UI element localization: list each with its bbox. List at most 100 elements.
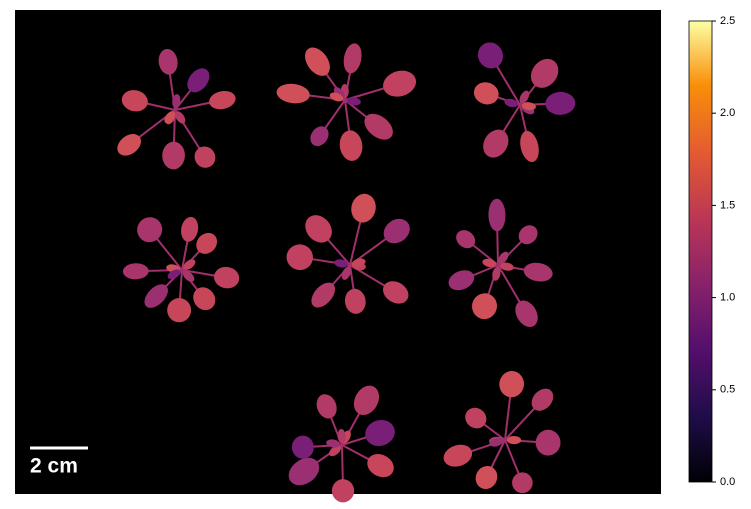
leaf (193, 287, 216, 311)
petiole (341, 444, 374, 463)
leaf (304, 47, 330, 76)
colorbar-tick-label: 1.0 (720, 292, 735, 304)
inner-leaf (341, 266, 352, 280)
leaf (209, 91, 236, 110)
leaf (353, 385, 380, 416)
leaf (499, 371, 524, 398)
leaf (286, 244, 313, 271)
leaf (316, 394, 337, 419)
leaf (531, 388, 554, 411)
leaf (367, 454, 394, 478)
inner-leaf (183, 259, 196, 270)
leaf (117, 134, 141, 156)
petiole (341, 444, 344, 484)
inner-leaf (329, 445, 342, 457)
leaf (187, 68, 210, 93)
leaf (443, 444, 473, 467)
leaf (331, 479, 355, 503)
petiole (142, 101, 176, 111)
petiole (480, 421, 506, 441)
leaf (383, 218, 410, 244)
inner-leaf (334, 259, 349, 268)
petiole (488, 439, 506, 472)
leaf (144, 284, 168, 308)
leaf (351, 193, 376, 223)
leaf (305, 215, 332, 243)
colorbar-tick-label: 2.5 (720, 15, 735, 27)
leaf (137, 217, 163, 243)
colorbar-tick-label: 2.0 (720, 107, 735, 119)
leaf (364, 113, 393, 140)
leaf (310, 126, 329, 147)
leaf (214, 266, 240, 289)
inner-leaf (164, 111, 175, 124)
inner-leaf (498, 251, 509, 264)
inner-leaf (174, 111, 186, 124)
leaf (523, 262, 553, 282)
leaf (196, 232, 218, 254)
leaf (288, 457, 320, 486)
petiole (181, 236, 190, 271)
petiole (493, 61, 521, 106)
inner-leaf (492, 266, 501, 281)
leaf (515, 300, 538, 327)
inner-leaf (482, 258, 497, 268)
leaf (339, 130, 363, 161)
leaf (473, 82, 499, 105)
inner-leaf (172, 94, 181, 109)
leaf (167, 298, 192, 323)
inner-leaf (506, 436, 521, 445)
inner-leaf (351, 258, 366, 267)
leaf (162, 141, 185, 170)
leaf (122, 263, 149, 280)
inner-leaf (521, 102, 536, 111)
leaf (475, 465, 498, 489)
petiole (496, 224, 499, 266)
inner-leaf (504, 98, 519, 108)
leaf (448, 270, 475, 291)
petiole (322, 99, 346, 132)
leaf (121, 90, 148, 112)
leaf (383, 281, 409, 304)
petiole (174, 100, 215, 111)
leaf (520, 130, 539, 163)
inner-leaf (326, 439, 341, 448)
inner-leaf (519, 90, 530, 104)
leaf (535, 429, 561, 456)
leaf (194, 146, 216, 168)
inner-leaf (346, 97, 361, 106)
leaf (365, 419, 395, 447)
petiole (344, 99, 351, 137)
leaf (291, 435, 314, 459)
inner-leaf (499, 262, 514, 271)
leaf (518, 225, 538, 245)
petiole (497, 264, 524, 307)
leaf (512, 472, 533, 494)
leaf (383, 70, 417, 97)
leaf (471, 293, 498, 320)
leaf (181, 216, 199, 242)
inner-leaf (337, 429, 346, 444)
petiole (504, 404, 539, 441)
petiole (504, 391, 512, 441)
colorbar-tick-label: 0.0 (720, 476, 735, 488)
petiole (504, 439, 521, 478)
scale-bar-label: 2 cm (30, 455, 78, 478)
leaf (477, 42, 504, 69)
leaf (344, 288, 366, 314)
colorbar-tick-label: 0.5 (720, 384, 735, 396)
petiole (178, 269, 183, 304)
leaf (311, 282, 336, 308)
inner-leaf (182, 270, 195, 282)
leaf (483, 129, 509, 158)
petiole (153, 234, 183, 271)
leaf (456, 230, 476, 249)
leaf (530, 58, 559, 88)
colorbar (688, 20, 713, 483)
inner-leaf (489, 438, 504, 447)
leaf (158, 48, 178, 75)
plants (117, 42, 576, 503)
leaf (343, 43, 362, 74)
leaf (465, 407, 487, 429)
